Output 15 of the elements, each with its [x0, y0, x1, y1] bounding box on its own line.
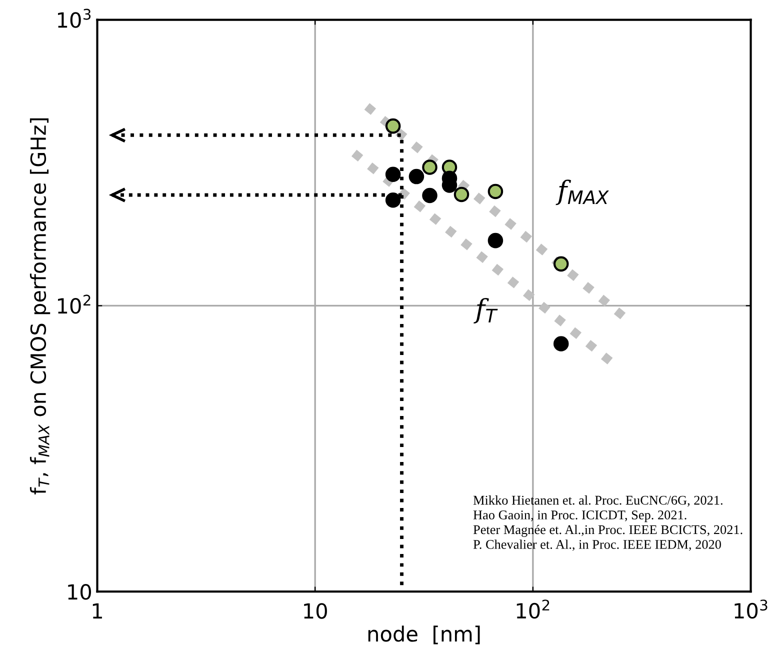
x-tick-label: 10$^{2}$	[516, 600, 550, 619]
y-axis-title: f$_{T}$, f$_{MAX}$ on CMOS performance [GHz]	[30, 118, 50, 494]
series-label: f$_{T}$	[474, 298, 498, 324]
x-axis-title: node [nm]	[368, 626, 480, 644]
x-tick-label: 10$^{3}$	[734, 600, 768, 619]
x-tick-label: 10	[304, 603, 327, 619]
annotation: P. Chevalier et. Al., in Proc. IEEE IEDM, 2020	[473, 540, 721, 551]
x-tick-label: 1	[92, 603, 102, 619]
series-label: f$_{MAX}$	[556, 180, 609, 206]
y-tick-label: 10	[68, 584, 92, 600]
y-tick-label: 10$^{3}$	[58, 8, 91, 28]
annotation: Peter Magnée et. Al.,in Proc. IEEE BCICTS, 2021.	[473, 524, 742, 537]
annotation: Hao Gaoin, in Proc. ICICDT, Sep. 2021.	[473, 510, 686, 522]
annotation: Mikko Hietanen et. al. Proc. EuCNC/6G, 2021.	[473, 495, 722, 507]
y-tick-label: 10$^{2}$	[58, 294, 90, 314]
